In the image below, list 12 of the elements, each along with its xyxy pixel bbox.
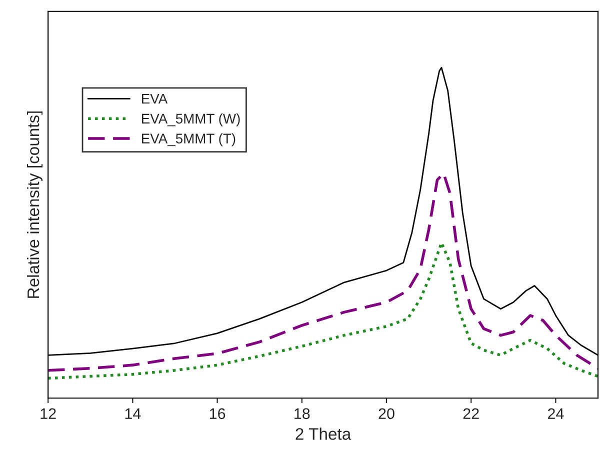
- x-axis-title: 2 Theta: [296, 428, 352, 440]
- y-axis-title: Relative intensity [counts]: [26, 111, 43, 298]
- x-tick-label: 14: [125, 408, 141, 419]
- x-tick-label: 12: [40, 408, 56, 419]
- legend-label: EVA: [142, 94, 168, 104]
- x-tick-label: 18: [294, 408, 310, 420]
- legend-label: EVA_5MMT (W): [142, 113, 240, 126]
- x-tick-label: 24: [548, 408, 564, 419]
- x-tick-label: 16: [210, 408, 226, 420]
- x-tick-label: 20: [378, 408, 394, 420]
- legend-label: EVA_5MMT (T): [142, 133, 236, 146]
- x-tick-label: 22: [463, 408, 479, 419]
